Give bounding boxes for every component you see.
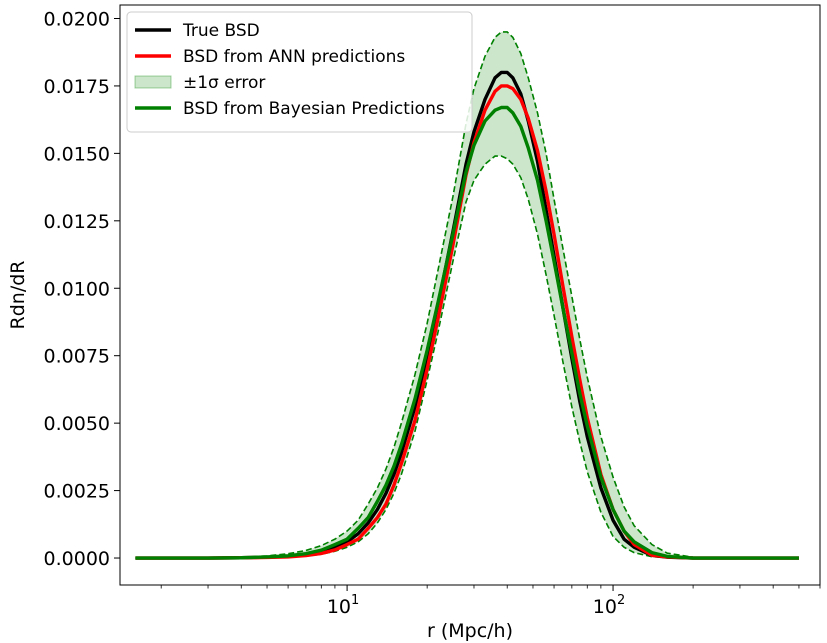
y-axis-label: Rdn/dR (7, 261, 29, 330)
legend-label-true-bsd: True BSD (182, 21, 260, 41)
y-tick-label: 0.0100 (44, 278, 110, 300)
x-axis-label: r (Mpc/h) (427, 620, 513, 642)
error-band-lower-line (135, 155, 799, 559)
legend-box (126, 11, 473, 133)
legend: True BSD BSD from ANN predictions ±1σ erro… (126, 11, 473, 133)
y-tick-label: 0.0125 (44, 211, 110, 233)
y-tick-label: 0.0025 (44, 481, 110, 503)
error-band (135, 31, 799, 559)
legend-label-bsd-from-ann-predictions: BSD from ANN predictions (183, 47, 405, 67)
legend-label-bsd-from-bayesian-predictions: BSD from Bayesian Predictions (183, 99, 445, 119)
x-tick-label: 101 (327, 593, 359, 618)
y-tick-label: 0.0150 (44, 143, 110, 165)
plot-area (135, 31, 799, 560)
y-tick-label: 0.0050 (44, 413, 110, 435)
legend-label-1-error: ±1σ error (183, 73, 265, 93)
y-tick-label: 0.0000 (44, 548, 110, 570)
legend-swatch-1-error (134, 75, 172, 89)
true-bsd-line (135, 70, 799, 560)
axes-frame (119, 4, 821, 586)
y-tick-label: 0.0175 (44, 76, 110, 98)
y-tick-label: 0.0075 (44, 346, 110, 368)
y-tick-label: 0.0200 (44, 8, 110, 30)
plot-clip-group (135, 31, 799, 560)
x-tick-label: 102 (593, 593, 625, 618)
axes: 0.0000 0.0025 0.0050 0.0075 0.0100 0.0125 0.01… (7, 4, 821, 642)
bayesian-bsd-line (135, 105, 799, 560)
